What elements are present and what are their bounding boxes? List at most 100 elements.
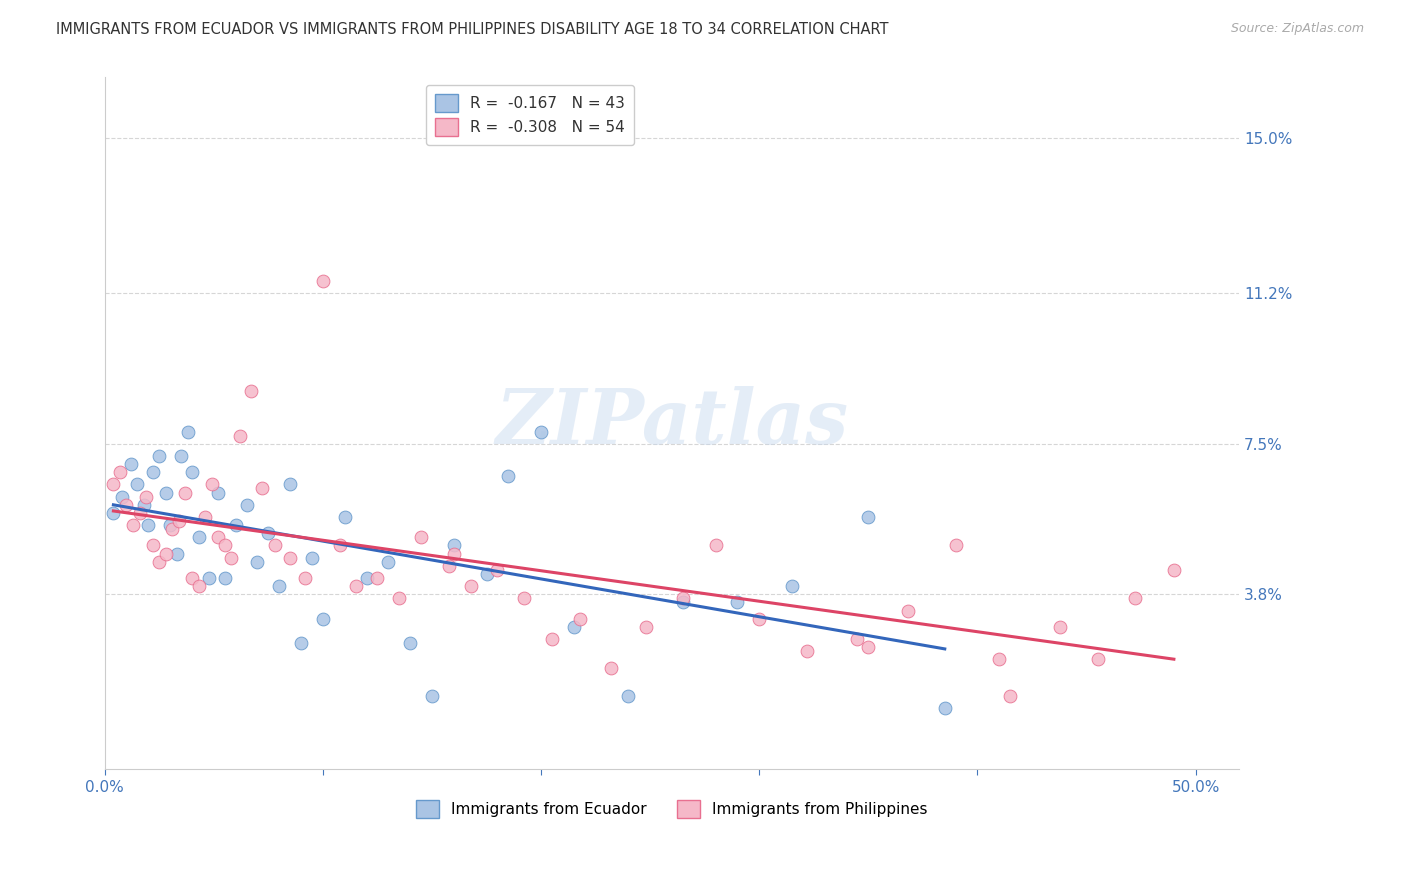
- Point: [108, 465, 131, 479]
- Point: [377, 555, 399, 569]
- Point: [250, 482, 273, 496]
- Point: [934, 701, 956, 715]
- Point: [617, 689, 640, 703]
- Point: [170, 449, 193, 463]
- Point: [486, 563, 509, 577]
- Point: [988, 652, 1011, 666]
- Point: [475, 566, 498, 581]
- Point: [858, 510, 880, 524]
- Point: [846, 632, 869, 646]
- Point: [128, 506, 150, 520]
- Point: [122, 518, 145, 533]
- Point: [1049, 620, 1071, 634]
- Point: [858, 640, 880, 655]
- Point: [148, 555, 170, 569]
- Point: [443, 547, 465, 561]
- Point: [219, 550, 242, 565]
- Point: [235, 498, 257, 512]
- Point: [187, 579, 209, 593]
- Point: [159, 518, 181, 533]
- Point: [420, 689, 443, 703]
- Point: [344, 579, 367, 593]
- Legend: Immigrants from Ecuador, Immigrants from Philippines: Immigrants from Ecuador, Immigrants from…: [411, 794, 934, 824]
- Point: [132, 498, 155, 512]
- Point: [200, 477, 222, 491]
- Point: [207, 485, 229, 500]
- Point: [136, 518, 159, 533]
- Point: [290, 636, 312, 650]
- Point: [135, 490, 157, 504]
- Point: [264, 539, 287, 553]
- Point: [634, 620, 657, 634]
- Point: [443, 539, 465, 553]
- Point: [155, 485, 177, 500]
- Point: [278, 477, 301, 491]
- Point: [194, 510, 217, 524]
- Point: [103, 506, 125, 520]
- Point: [167, 514, 190, 528]
- Text: Source: ZipAtlas.com: Source: ZipAtlas.com: [1230, 22, 1364, 36]
- Point: [239, 384, 262, 398]
- Point: [127, 477, 149, 491]
- Point: [142, 539, 165, 553]
- Point: [562, 620, 585, 634]
- Point: [301, 550, 323, 565]
- Point: [181, 465, 204, 479]
- Point: [1087, 652, 1109, 666]
- Point: [439, 558, 461, 573]
- Point: [257, 526, 280, 541]
- Point: [148, 449, 170, 463]
- Point: [115, 498, 138, 512]
- Point: [207, 530, 229, 544]
- Point: [366, 571, 388, 585]
- Point: [569, 612, 592, 626]
- Point: [409, 530, 432, 544]
- Point: [356, 571, 378, 585]
- Point: [225, 518, 247, 533]
- Point: [512, 591, 534, 606]
- Point: [120, 457, 142, 471]
- Point: [269, 579, 291, 593]
- Point: [278, 550, 301, 565]
- Point: [727, 595, 749, 609]
- Point: [103, 477, 125, 491]
- Point: [530, 425, 553, 439]
- Point: [187, 530, 209, 544]
- Point: [214, 539, 236, 553]
- Point: [780, 579, 803, 593]
- Point: [229, 428, 252, 442]
- Point: [704, 539, 727, 553]
- Point: [498, 469, 520, 483]
- Point: [214, 571, 236, 585]
- Point: [1163, 563, 1185, 577]
- Point: [541, 632, 564, 646]
- Point: [198, 571, 221, 585]
- Text: ZIPatlas: ZIPatlas: [495, 386, 849, 460]
- Point: [748, 612, 770, 626]
- Point: [176, 425, 198, 439]
- Point: [672, 591, 695, 606]
- Point: [1123, 591, 1146, 606]
- Point: [162, 522, 184, 536]
- Point: [155, 547, 177, 561]
- Point: [600, 660, 623, 674]
- Point: [329, 539, 352, 553]
- Point: [897, 604, 920, 618]
- Point: [672, 595, 695, 609]
- Point: [1000, 689, 1022, 703]
- Point: [388, 591, 411, 606]
- Point: [399, 636, 422, 650]
- Point: [312, 274, 335, 288]
- Point: [181, 571, 204, 585]
- Point: [796, 644, 818, 658]
- Point: [312, 612, 335, 626]
- Point: [111, 490, 134, 504]
- Point: [945, 539, 967, 553]
- Point: [333, 510, 356, 524]
- Point: [142, 465, 165, 479]
- Point: [174, 485, 197, 500]
- Point: [294, 571, 316, 585]
- Point: [246, 555, 269, 569]
- Point: [166, 547, 188, 561]
- Text: IMMIGRANTS FROM ECUADOR VS IMMIGRANTS FROM PHILIPPINES DISABILITY AGE 18 TO 34 C: IMMIGRANTS FROM ECUADOR VS IMMIGRANTS FR…: [56, 22, 889, 37]
